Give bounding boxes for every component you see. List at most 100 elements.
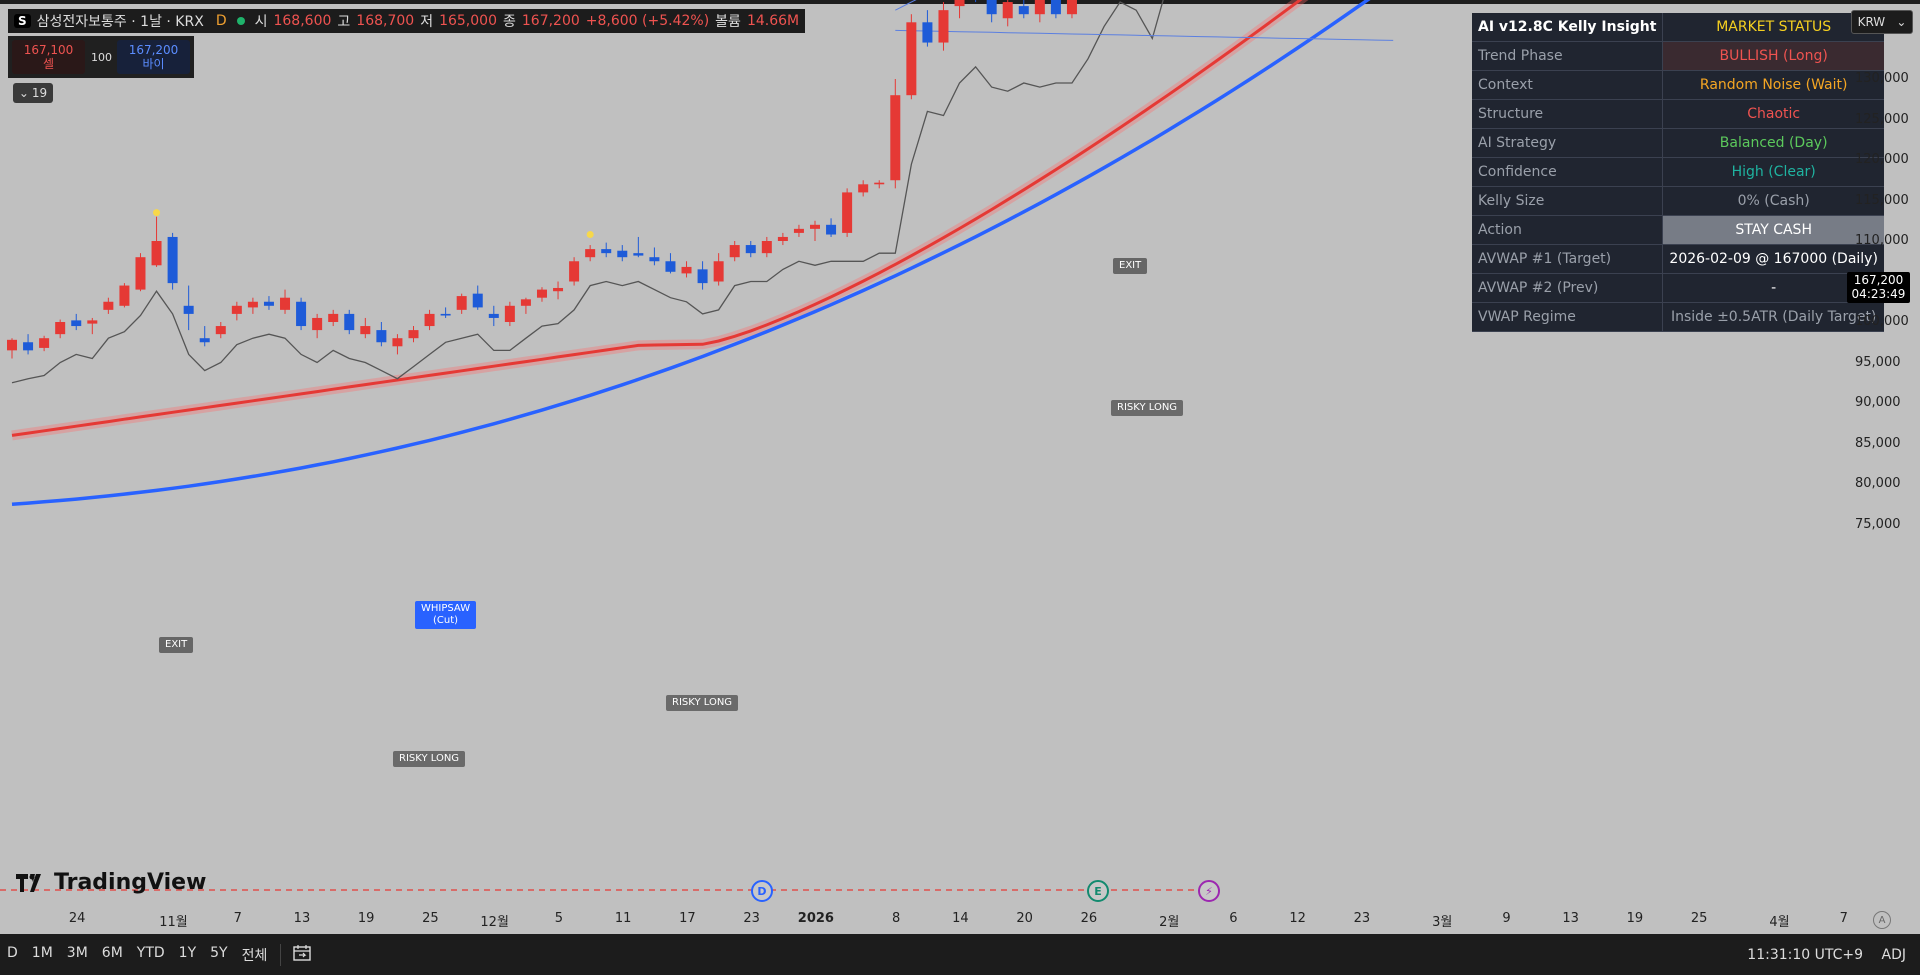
candle-body	[135, 257, 146, 290]
time-tick-label: 12	[1289, 911, 1306, 926]
candle-body	[392, 338, 403, 347]
candle-body	[440, 313, 451, 316]
signal-label: RISKY LONG	[393, 751, 466, 767]
insight-row: Context Random Noise (Wait)	[1472, 70, 1884, 100]
currency-label: KRW	[1857, 15, 1886, 29]
buy-price: 167,200	[128, 43, 179, 57]
range-button[interactable]: YTD	[136, 944, 165, 961]
candle-body	[472, 293, 483, 308]
insight-row: Action STAY CASH	[1472, 215, 1884, 245]
time-tick-label: 25	[1690, 911, 1708, 926]
candle-body	[938, 10, 949, 43]
insight-row: Kelly Size 0% (Cash)	[1472, 186, 1884, 216]
time-tick-label: 19	[1626, 911, 1644, 926]
price-tick-label: 80,000	[1855, 476, 1901, 491]
candle-body	[745, 245, 756, 254]
current-price-tag: 167,200 04:23:49	[1847, 272, 1910, 303]
market-open-dot-icon	[236, 17, 245, 25]
tradingview-logo-text: TradingView	[54, 870, 207, 895]
candle-body	[151, 241, 162, 266]
candle-body	[376, 330, 387, 343]
candle-body	[697, 269, 708, 284]
signal-label: EXIT	[1113, 258, 1148, 274]
candle-body	[986, 0, 997, 15]
range-button[interactable]: 1M	[31, 944, 53, 961]
currency-selector[interactable]: KRW ⌄	[1851, 10, 1913, 34]
symbol-logo-icon: S	[14, 14, 31, 28]
price-tick-label: 130,000	[1855, 71, 1909, 86]
buy-button[interactable]: 167,200 바이	[117, 40, 190, 74]
candle-body	[633, 253, 644, 256]
blue-moving-average	[11, 0, 1371, 507]
signal-label: EXIT	[159, 637, 194, 653]
candle-body	[55, 322, 66, 335]
signal-dot	[153, 209, 161, 217]
range-button[interactable]: 1Y	[178, 944, 197, 961]
candle-body	[1002, 2, 1013, 19]
candle-body	[456, 296, 467, 310]
event-marker-split[interactable]: ⚡	[1198, 880, 1220, 902]
current-price-value: 167,200	[1853, 273, 1904, 287]
candle-body	[7, 339, 17, 351]
insight-header-row: AI v12.8C Kelly Insight MARKET STATUS	[1472, 13, 1884, 42]
candle-body	[793, 228, 804, 233]
insight-key: Confidence	[1472, 157, 1663, 187]
candle-body	[1018, 6, 1029, 15]
quantity-field[interactable]: 100	[91, 50, 112, 64]
range-button[interactable]: 3M	[66, 944, 88, 961]
auto-scale-button[interactable]: A	[1873, 911, 1891, 929]
date-range-icon[interactable]	[287, 944, 317, 965]
adj-toggle[interactable]: ADJ	[1881, 946, 1907, 963]
insight-key: AI Strategy	[1472, 128, 1663, 158]
candle-body	[408, 330, 419, 339]
time-tick-label: 6	[1229, 911, 1238, 926]
tradingview-logo-icon	[16, 873, 41, 892]
candle-body	[280, 297, 291, 310]
trailing-stop-line	[11, 0, 1164, 384]
candle-body	[1034, 0, 1045, 15]
time-tick-label: 7	[233, 911, 242, 926]
sell-label: 셀	[42, 57, 55, 71]
range-button[interactable]: 5Y	[210, 944, 228, 961]
tradingview-logo[interactable]: TradingView	[16, 870, 206, 895]
close-label: 종	[502, 14, 516, 30]
symbol-title[interactable]: 삼성전자보통주 · 1날 · KRX	[36, 14, 204, 30]
range-button[interactable]: 6M	[101, 944, 123, 961]
candle-body	[729, 245, 740, 258]
price-tick-label: 120,000	[1855, 152, 1909, 167]
red-ma-glow	[11, 0, 1309, 441]
sell-button[interactable]: 167,100 셀	[12, 40, 85, 74]
time-tick-label: 11	[614, 911, 632, 926]
event-marker-earnings[interactable]: E	[1087, 880, 1109, 902]
time-tick-label: 3월	[1432, 915, 1453, 930]
range-button[interactable]: D	[7, 944, 18, 961]
timeframe-label[interactable]: D	[215, 13, 227, 29]
candle-body	[665, 261, 676, 272]
candle-body	[954, 0, 965, 7]
indicators-toggle-button[interactable]: ⌄ 19	[13, 83, 53, 103]
candle-body	[858, 184, 869, 193]
symbol-info-bar[interactable]: S 삼성전자보통주 · 1날 · KRX D 시 168,600 고 168,700…	[8, 9, 806, 33]
insight-key: AVWAP #1 (Target)	[1472, 244, 1663, 274]
open-label: 시	[254, 14, 268, 30]
candle-body	[87, 320, 98, 324]
candle-body	[312, 317, 323, 331]
price-tick-label: 95,000	[1855, 354, 1901, 370]
bottom-toolbar: D 1M 3M 6M YTD 1Y 5Y 전체 11:31:10 UTC+9 ADJ	[0, 934, 1920, 975]
insight-key: Context	[1472, 70, 1663, 100]
red-moving-average	[11, 0, 1303, 437]
change-value: +8,600 (+5.42%)	[585, 13, 710, 29]
lower-band-line	[895, 29, 1394, 41]
insight-value: Random Noise (Wait)	[1662, 70, 1884, 100]
range-button[interactable]: 전체	[241, 947, 268, 964]
candle-body	[906, 22, 917, 96]
clock[interactable]: 11:31:10 UTC+9	[1747, 946, 1863, 963]
price-tick-label: 85,000	[1855, 435, 1901, 451]
candle-body	[601, 249, 612, 254]
volume-label: 볼륨	[715, 14, 741, 30]
candle-body	[536, 289, 547, 298]
time-tick-label: 7	[1839, 911, 1848, 926]
price-tick-label: 110,000	[1855, 233, 1909, 248]
event-marker-dividend[interactable]: D	[751, 880, 773, 902]
